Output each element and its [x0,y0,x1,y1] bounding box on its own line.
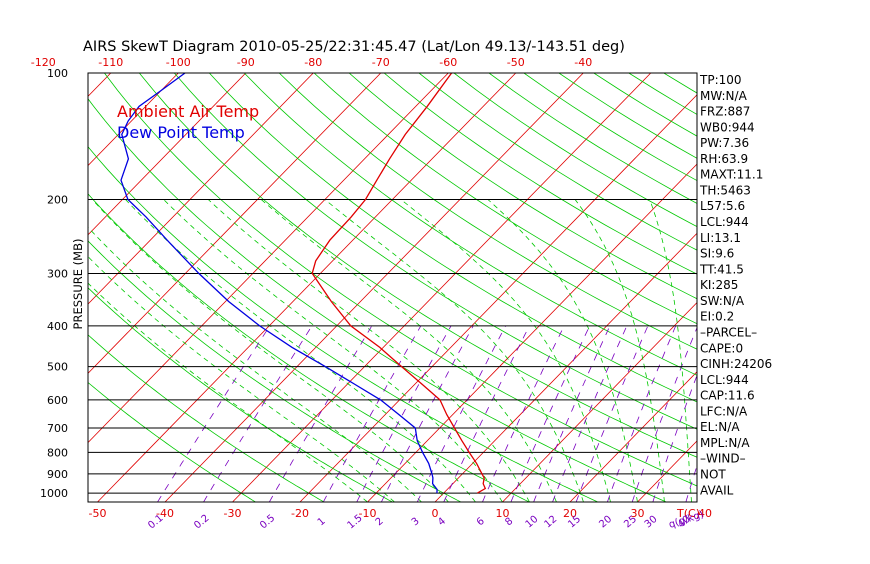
index-item: EI:0.2 [700,310,734,324]
index-item: EL:N/A [700,420,740,434]
index-item: L57:5.6 [700,199,745,213]
top-tick-label: -60 [439,56,457,69]
y-tick-label: 900 [47,468,68,481]
y-tick-label: 600 [47,394,68,407]
index-item: KI:285 [700,278,738,292]
index-item: LFC:N/A [700,404,748,418]
index-item: CAP:11.6 [700,389,755,403]
x-tick-label: -50 [89,507,107,520]
index-item: AVAIL [700,483,734,497]
index-item: MPL:N/A [700,436,750,450]
index-item: LCL:944 [700,215,749,229]
top-tick-label: -50 [507,56,525,69]
y-tick-label: 400 [47,320,68,333]
x-tick-label: -30 [224,507,242,520]
index-item: SW:N/A [700,294,745,308]
index-item: LI:13.1 [700,231,741,245]
top-tick-label: -100 [166,56,191,69]
y-tick-label: 1000 [40,487,68,500]
legend-item: Ambient Air Temp [117,102,259,121]
top-tick-label: -110 [98,56,123,69]
index-item: MW:N/A [700,89,748,103]
y-tick-label: 800 [47,446,68,459]
index-item: –PARCEL– [700,325,757,339]
index-item: SI:9.6 [700,247,734,261]
index-item: WB0:944 [700,120,755,134]
top-tick-label: -40 [574,56,592,69]
index-item: TP:100 [699,73,742,87]
chart-title: AIRS SkewT Diagram 2010-05-25/22:31:45.4… [83,39,625,55]
index-item: FRZ:887 [700,105,750,119]
legend-item: Dew Point Temp [117,123,245,142]
top-tick-label: -120 [31,56,56,69]
index-item: MAXT:11.1 [700,168,763,182]
y-tick-label: 300 [47,267,68,280]
x-tick-label: -20 [291,507,309,520]
index-item: NOT [700,468,726,482]
y-axis-label: PRESSURE (MB) [71,239,85,330]
index-item: RH:63.9 [700,152,748,166]
index-item: CINH:24206 [700,357,772,371]
top-tick-label: -90 [237,56,255,69]
y-tick-label: 700 [47,422,68,435]
index-item: CAPE:0 [700,341,743,355]
index-item: TH:5463 [699,183,751,197]
index-item: PW:7.36 [700,136,749,150]
index-item: LCL:944 [700,373,749,387]
y-tick-label: 500 [47,361,68,374]
top-tick-label: -70 [372,56,390,69]
top-tick-label: -80 [304,56,322,69]
y-tick-label: 200 [47,193,68,206]
index-item: –WIND– [700,452,746,466]
index-item: TT:41.5 [699,262,744,276]
